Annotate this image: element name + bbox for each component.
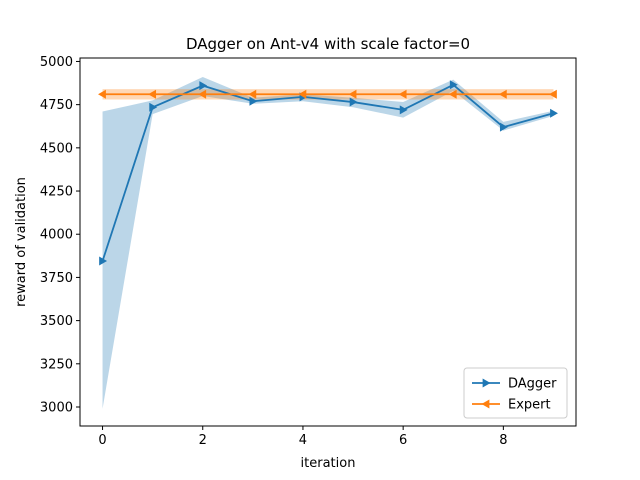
point-expert-9 (548, 89, 557, 99)
y-tick-label-3250: 3250 (40, 357, 73, 372)
y-tick-label-4000: 4000 (40, 228, 73, 243)
y-tick-label-3000: 3000 (40, 400, 73, 415)
point-expert-1 (148, 89, 157, 99)
plot-frame (79, 57, 577, 427)
x-tick-label-2: 2 (199, 433, 207, 448)
y-axis-label: reward of validation (14, 177, 29, 307)
point-expert-4 (298, 89, 307, 99)
point-dagger-3 (249, 96, 258, 106)
y-tick-label-3500: 3500 (40, 314, 73, 329)
legend-label-expert: Expert (508, 398, 551, 413)
point-dagger-1 (149, 102, 158, 112)
point-dagger-7 (449, 80, 458, 90)
y-tick-label-3750: 3750 (40, 271, 73, 286)
point-dagger-8 (499, 122, 508, 132)
point-expert-5 (348, 89, 357, 99)
y-tick-label-5000: 5000 (40, 55, 73, 70)
point-expert-2 (198, 89, 207, 99)
series-lines (101, 83, 554, 262)
point-dagger-0 (99, 256, 108, 266)
legend-marker-dagger (482, 378, 491, 388)
point-dagger-6 (399, 105, 408, 115)
point-expert-3 (248, 89, 257, 99)
point-expert-8 (498, 89, 507, 99)
legend-box (463, 367, 568, 419)
point-expert-0 (98, 89, 106, 99)
legend-label-dagger: DAgger (508, 377, 557, 392)
band-dagger (102, 77, 554, 409)
legend: DAgger Expert (463, 367, 568, 419)
chart-title: DAgger on Ant-v4 with scale factor=0 (186, 35, 470, 53)
axes: 0 2 4 6 8 3000 3250 3500 3750 4000 4250 4500 4750 500… (40, 55, 577, 448)
x-tick-label-8: 8 (499, 433, 507, 448)
x-tick-label-0: 0 (98, 433, 106, 448)
x-tick-label-6: 6 (399, 433, 407, 448)
point-dagger-5 (349, 97, 358, 107)
x-axis-label: iteration (301, 456, 356, 471)
legend-marker-expert (481, 399, 490, 409)
point-dagger-9 (550, 108, 558, 118)
series-markers (98, 80, 558, 266)
x-tick-label-4: 4 (299, 433, 307, 448)
point-expert-7 (448, 89, 457, 99)
y-tick-label-4750: 4750 (40, 98, 73, 113)
point-expert-6 (398, 89, 407, 99)
point-dagger-2 (199, 81, 208, 91)
line-dagger (101, 83, 554, 262)
y-tick-label-4250: 4250 (40, 185, 73, 200)
y-tick-label-4500: 4500 (40, 141, 73, 156)
